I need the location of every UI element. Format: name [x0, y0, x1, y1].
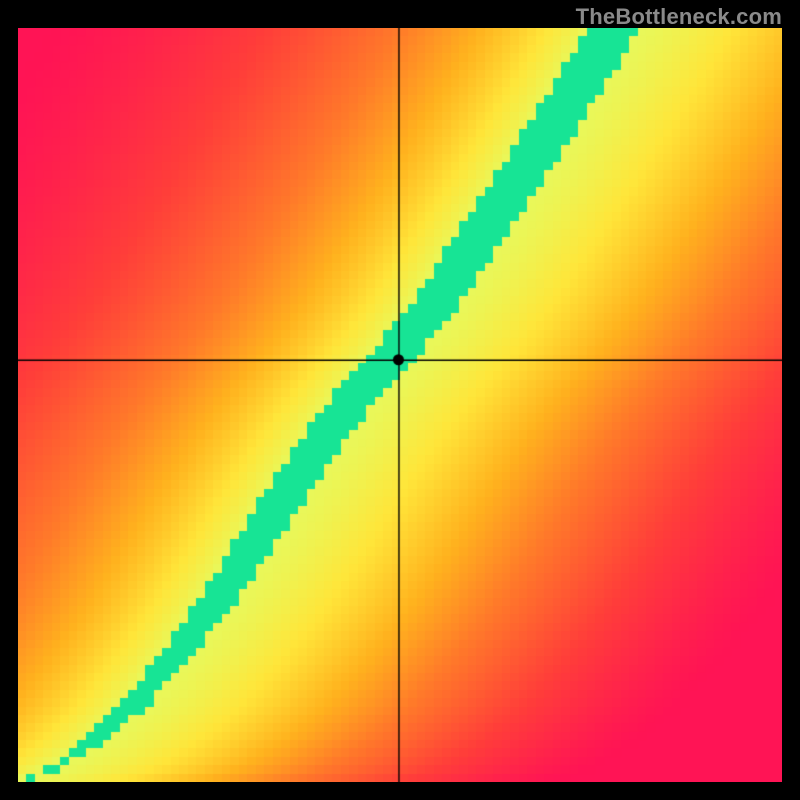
watermark-text: TheBottleneck.com	[576, 4, 782, 30]
bottleneck-heatmap	[18, 28, 782, 782]
chart-container: TheBottleneck.com	[0, 0, 800, 800]
